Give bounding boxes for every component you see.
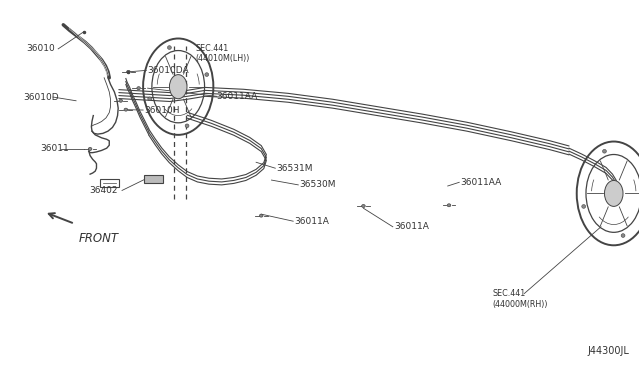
Text: 36010H: 36010H [145, 106, 180, 115]
Ellipse shape [362, 205, 365, 208]
Ellipse shape [185, 124, 189, 128]
Text: 36011AA: 36011AA [461, 178, 502, 187]
Ellipse shape [602, 150, 606, 153]
Text: 36402: 36402 [89, 186, 117, 195]
Ellipse shape [582, 205, 586, 208]
Ellipse shape [205, 73, 209, 76]
Ellipse shape [148, 97, 152, 101]
Ellipse shape [168, 46, 172, 49]
Ellipse shape [88, 147, 92, 150]
Ellipse shape [137, 87, 140, 90]
Ellipse shape [170, 75, 187, 99]
Text: 36011A: 36011A [294, 217, 330, 226]
Text: 36010DA: 36010DA [148, 66, 189, 75]
FancyBboxPatch shape [144, 175, 163, 183]
Text: J44300JL: J44300JL [588, 346, 630, 356]
Text: FRONT: FRONT [79, 232, 118, 245]
Ellipse shape [124, 108, 127, 111]
Text: 36531M: 36531M [276, 164, 313, 173]
Text: 36010D: 36010D [24, 93, 60, 102]
Text: 36530M: 36530M [300, 180, 336, 189]
Ellipse shape [605, 180, 623, 206]
Text: 36011: 36011 [40, 144, 69, 153]
Text: SEC.441
(44000M(RH)): SEC.441 (44000M(RH)) [492, 289, 548, 309]
Ellipse shape [127, 70, 130, 73]
Ellipse shape [447, 204, 451, 207]
Ellipse shape [259, 214, 263, 217]
Text: SEC.441
(44010M(LH)): SEC.441 (44010M(LH)) [195, 44, 250, 63]
Ellipse shape [119, 99, 122, 102]
Text: 36011A: 36011A [394, 222, 429, 231]
Ellipse shape [621, 234, 625, 237]
Text: 36010: 36010 [26, 44, 55, 53]
Text: 36011AA: 36011AA [216, 92, 258, 101]
